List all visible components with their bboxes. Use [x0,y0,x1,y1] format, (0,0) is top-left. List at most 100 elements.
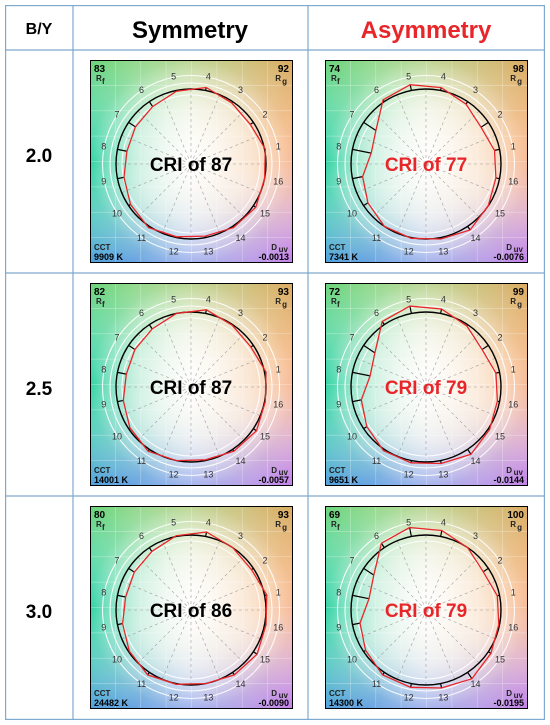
hue-bin-number: 4 [206,518,211,528]
hue-bin-number: 16 [508,399,518,409]
hue-bin-number: 3 [238,308,243,318]
hue-bin-number: 2 [262,556,267,566]
hue-bin-number: 15 [260,654,270,664]
hue-bin-number: 12 [169,469,179,479]
rf-value: 80 [94,510,106,521]
rg-symbol: R [510,74,516,83]
hue-bin-number: 14 [235,679,245,689]
cri-label: CRI of 77 [385,155,467,176]
duv-value: -0.0013 [258,252,289,262]
hue-bin-number: 9 [101,622,106,632]
cct-value: 24482 K [94,698,129,708]
hue-bin-number: 7 [114,333,119,343]
rg-symbol: R [275,74,281,83]
hue-bin-number: 15 [260,208,270,218]
duv-symbol: D [506,243,512,252]
hue-bin-number: 7 [114,110,119,120]
rg-value: 98 [513,64,525,75]
duv-value: -0.0195 [493,698,524,708]
duv-value: -0.0144 [493,475,524,485]
duv-subscript: uv [279,468,289,477]
hue-bin-number: 2 [497,333,502,343]
cri-label: CRI of 86 [150,601,232,622]
hue-bin-number: 6 [374,531,379,541]
duv-value: -0.0076 [493,252,524,262]
duv-symbol: D [271,466,277,475]
hue-bin-number: 4 [441,518,446,528]
cct-value: 14300 K [329,698,364,708]
hue-bin-number: 5 [406,518,411,528]
hue-bin-number: 12 [404,692,414,702]
hue-bin-number: 10 [347,654,357,664]
rg-subscript: g [282,300,287,309]
duv-subscript: uv [279,245,289,254]
row-ratio-label: 2.0 [26,146,52,167]
cct-label: CCT [329,689,346,698]
rf-symbol: R [96,297,102,306]
cri-label: CRI of 87 [150,378,232,399]
cct-value: 9909 K [94,252,124,262]
hue-bin-number: 15 [495,208,505,218]
cri-label: CRI of 79 [385,378,467,399]
hue-bin-number: 3 [238,531,243,541]
rg-symbol: R [275,520,281,529]
hue-bin-number: 8 [101,588,106,598]
hue-bin-number: 16 [273,176,283,186]
hue-bin-number: 14 [235,233,245,243]
hue-bin-number: 8 [101,365,106,375]
table-grid [5,5,545,720]
hue-bin-number: 9 [101,399,106,409]
hue-bin-number: 5 [171,72,176,82]
cri-label: CRI of 79 [385,601,467,622]
hue-bin-number: 8 [336,142,341,152]
duv-symbol: D [506,689,512,698]
hue-bin-number: 7 [349,556,354,566]
duv-value: -0.0057 [258,475,289,485]
hue-bin-number: 11 [137,233,146,243]
hue-bin-number: 11 [372,233,381,243]
hue-bin-number: 12 [169,692,179,702]
cct-label: CCT [329,466,346,475]
duv-value: -0.0090 [258,698,289,708]
cct-value: 9651 K [329,475,359,485]
rg-subscript: g [517,77,522,86]
rf-value: 83 [94,64,106,75]
hue-bin-number: 1 [276,588,281,598]
hue-bin-number: 3 [473,531,478,541]
duv-symbol: D [271,243,277,252]
hue-bin-number: 12 [404,469,414,479]
hue-bin-number: 4 [206,295,211,305]
hue-bin-number: 10 [112,654,122,664]
hue-bin-number: 10 [347,431,357,441]
hue-bin-number: 2 [497,556,502,566]
rg-value: 100 [507,510,524,521]
cct-value: 14001 K [94,475,129,485]
duv-subscript: uv [514,245,524,254]
rf-value: 82 [94,287,106,298]
hue-bin-number: 1 [276,142,281,152]
hue-bin-number: 11 [137,456,146,466]
row-ratio-label: 2.5 [26,379,53,400]
rg-value: 93 [278,510,290,521]
hue-bin-number: 7 [349,333,354,343]
hue-bin-number: 13 [203,469,213,479]
hue-bin-number: 5 [406,72,411,82]
duv-subscript: uv [514,468,524,477]
cct-label: CCT [94,243,111,252]
cri-label: CRI of 87 [150,155,232,176]
hue-bin-number: 14 [470,233,480,243]
hue-bin-number: 6 [374,308,379,318]
hue-bin-number: 15 [495,431,505,441]
rf-value: 72 [329,287,341,298]
cct-label: CCT [94,689,111,698]
rg-subscript: g [517,300,522,309]
hue-bin-number: 5 [406,295,411,305]
hue-bin-number: 16 [273,622,283,632]
duv-symbol: D [271,689,277,698]
duv-subscript: uv [514,691,524,700]
duv-subscript: uv [279,691,289,700]
